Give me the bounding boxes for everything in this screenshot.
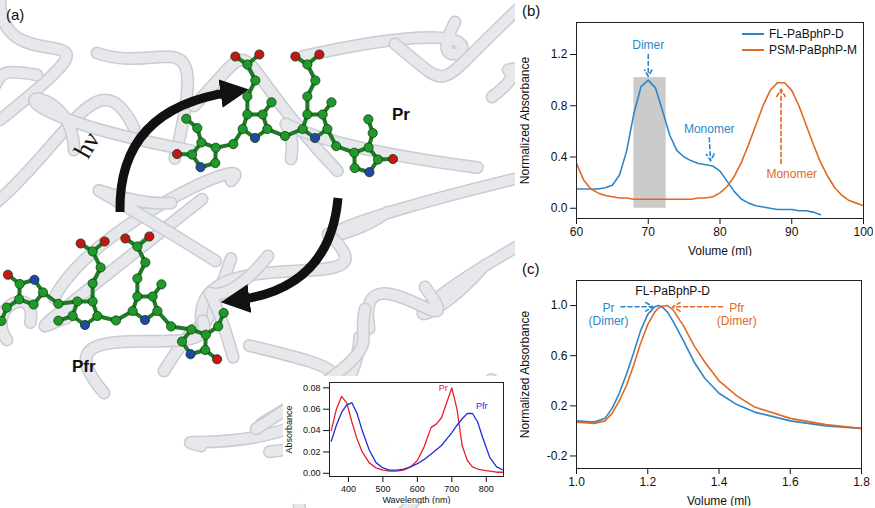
svg-text:1.2: 1.2 bbox=[551, 47, 568, 61]
svg-text:80: 80 bbox=[713, 225, 727, 239]
svg-text:Wavelength (nm): Wavelength (nm) bbox=[382, 495, 450, 505]
svg-text:Pfr(Dimer): Pfr(Dimer) bbox=[717, 301, 757, 328]
svg-text:1.0: 1.0 bbox=[551, 298, 568, 312]
svg-text:Normalized Absorbance: Normalized Absorbance bbox=[518, 310, 532, 438]
svg-text:Dimer: Dimer bbox=[632, 38, 664, 52]
svg-text:0.4: 0.4 bbox=[551, 150, 568, 164]
html-text:(c): (c) bbox=[522, 260, 540, 277]
svg-text:0.00: 0.00 bbox=[303, 468, 321, 478]
svg-text:hν: hν bbox=[68, 127, 106, 163]
html-text:FL-PaBphP-D: FL-PaBphP-D bbox=[769, 27, 844, 41]
svg-text:0.06: 0.06 bbox=[303, 404, 321, 414]
svg-text:1.4: 1.4 bbox=[711, 475, 728, 489]
svg-text:500: 500 bbox=[375, 484, 390, 494]
svg-text:Normalized Absorbance: Normalized Absorbance bbox=[518, 56, 532, 184]
svg-text:1.2: 1.2 bbox=[639, 475, 656, 489]
svg-text:60: 60 bbox=[570, 225, 584, 239]
svg-text:0.08: 0.08 bbox=[303, 383, 321, 393]
html-text:(b): (b) bbox=[522, 2, 541, 19]
svg-text:400: 400 bbox=[341, 484, 356, 494]
svg-text:Monomer: Monomer bbox=[766, 167, 817, 181]
svg-text:1.0: 1.0 bbox=[568, 475, 585, 489]
svg-text:Pfr: Pfr bbox=[476, 401, 488, 411]
svg-text:-0.2: -0.2 bbox=[547, 449, 568, 463]
svg-text:FL-PaBphP-D: FL-PaBphP-D bbox=[635, 284, 710, 298]
svg-text:Absorbance: Absorbance bbox=[284, 405, 294, 453]
svg-text:800: 800 bbox=[479, 484, 494, 494]
svg-text:0.02: 0.02 bbox=[303, 447, 321, 457]
svg-text:1.8: 1.8 bbox=[853, 475, 870, 489]
svg-text:(a): (a) bbox=[6, 6, 24, 23]
svg-text:Volume (ml): Volume (ml) bbox=[687, 494, 751, 507]
svg-text:70: 70 bbox=[642, 225, 656, 239]
svg-text:0.0: 0.0 bbox=[551, 201, 568, 215]
svg-text:Volume (ml): Volume (ml) bbox=[688, 244, 752, 257]
svg-text:700: 700 bbox=[444, 484, 459, 494]
html-text:PSM-PaBphP-M: PSM-PaBphP-M bbox=[769, 43, 857, 57]
svg-text:Monomer: Monomer bbox=[684, 122, 735, 136]
svg-text:Pr(Dimer): Pr(Dimer) bbox=[589, 301, 629, 328]
svg-text:90: 90 bbox=[785, 225, 799, 239]
svg-text:0.6: 0.6 bbox=[551, 349, 568, 363]
svg-text:1.6: 1.6 bbox=[782, 475, 799, 489]
svg-text:Pfr: Pfr bbox=[72, 357, 96, 376]
svg-text:0.04: 0.04 bbox=[303, 425, 321, 435]
svg-text:0.8: 0.8 bbox=[551, 99, 568, 113]
svg-text:0.2: 0.2 bbox=[551, 399, 568, 413]
svg-text:Pr: Pr bbox=[439, 383, 448, 393]
svg-text:600: 600 bbox=[410, 484, 425, 494]
svg-text:100: 100 bbox=[853, 225, 873, 239]
svg-text:Pr: Pr bbox=[392, 105, 410, 124]
